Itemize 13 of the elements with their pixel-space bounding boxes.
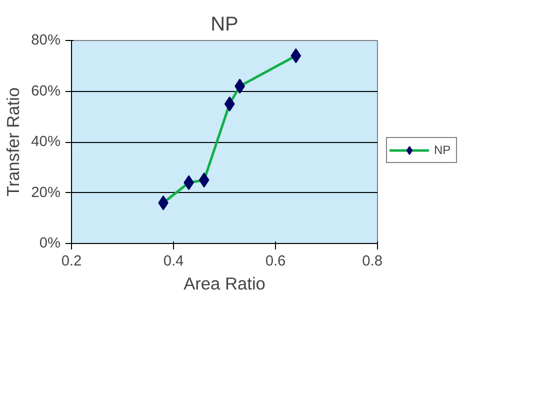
y-tick-label: 0% [39, 236, 61, 252]
y-axis-title: Transfer Ratio [3, 87, 24, 197]
x-tick-label: 0.6 [265, 254, 286, 270]
x-tick-label: 0.8 [362, 254, 382, 270]
y-tick-label: 60% [31, 83, 61, 100]
y-tick-label: 40% [31, 134, 61, 150]
chart-title: NP [210, 14, 238, 36]
x-axis-title: Area Ratio [184, 274, 266, 294]
y-tick-label: 20% [31, 184, 61, 201]
x-tick-label: 0.4 [163, 254, 184, 270]
legend-label: NP [434, 143, 452, 157]
x-tick-label: 0.2 [61, 254, 82, 270]
y-tick-label: 80% [31, 32, 61, 48]
